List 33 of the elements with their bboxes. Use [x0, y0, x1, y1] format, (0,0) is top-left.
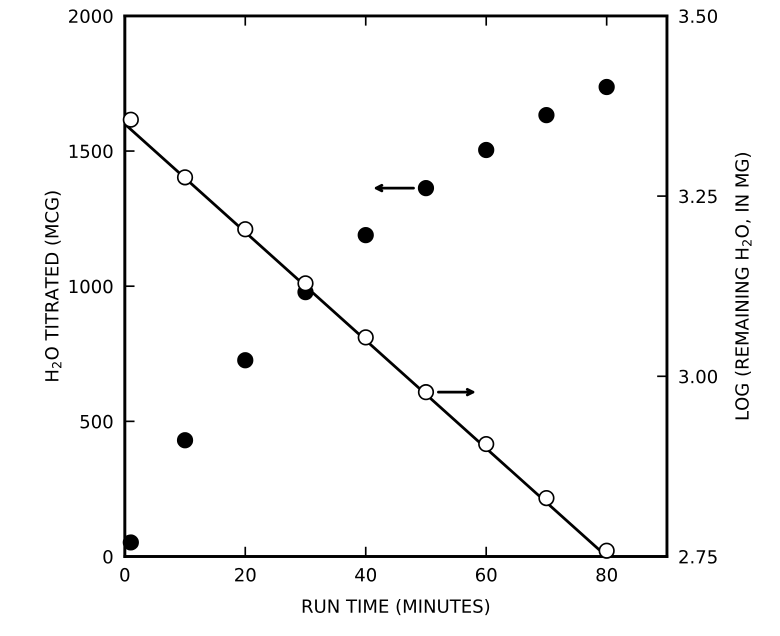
point: [176, 432, 194, 448]
x-tick-label: 40: [355, 568, 376, 582]
y2-tick-label: 3.00: [679, 370, 718, 384]
point: [598, 78, 615, 96]
point: [418, 384, 434, 400]
x-tick-label: 80: [596, 568, 617, 582]
y2-axis-title: LOG (REMAINING H$_{2}$O, IN MG): [734, 153, 752, 420]
x-tick-label: 0: [120, 568, 130, 582]
point: [538, 106, 555, 124]
point: [237, 221, 254, 238]
y-tick-label: 2000: [69, 9, 112, 24]
point: [358, 329, 374, 346]
y-tick-label: 500: [80, 414, 112, 428]
point: [122, 112, 139, 128]
point: [478, 436, 494, 452]
y2-tick-label: 2.75: [679, 550, 717, 564]
point: [358, 226, 374, 244]
y-axis-title: H$_{2}$O TITRATED (MCG): [44, 191, 62, 381]
x-axis-title: RUN TIME (MINUTES): [302, 598, 490, 616]
point: [176, 169, 194, 186]
point: [297, 275, 314, 292]
point: [237, 352, 254, 368]
point: [598, 542, 615, 559]
y2-tick-label: 3.25: [679, 190, 717, 204]
y-tick-label: 1000: [70, 280, 112, 294]
point: [538, 490, 555, 506]
y-tick-label: 0: [103, 550, 112, 564]
point: [478, 142, 494, 158]
y2-tick-label: 3.50: [679, 9, 718, 24]
point: [418, 180, 434, 196]
x-tick-label: 20: [235, 568, 256, 582]
x-tick-label: 60: [476, 568, 496, 582]
y-tick-label: 1500: [70, 144, 112, 158]
